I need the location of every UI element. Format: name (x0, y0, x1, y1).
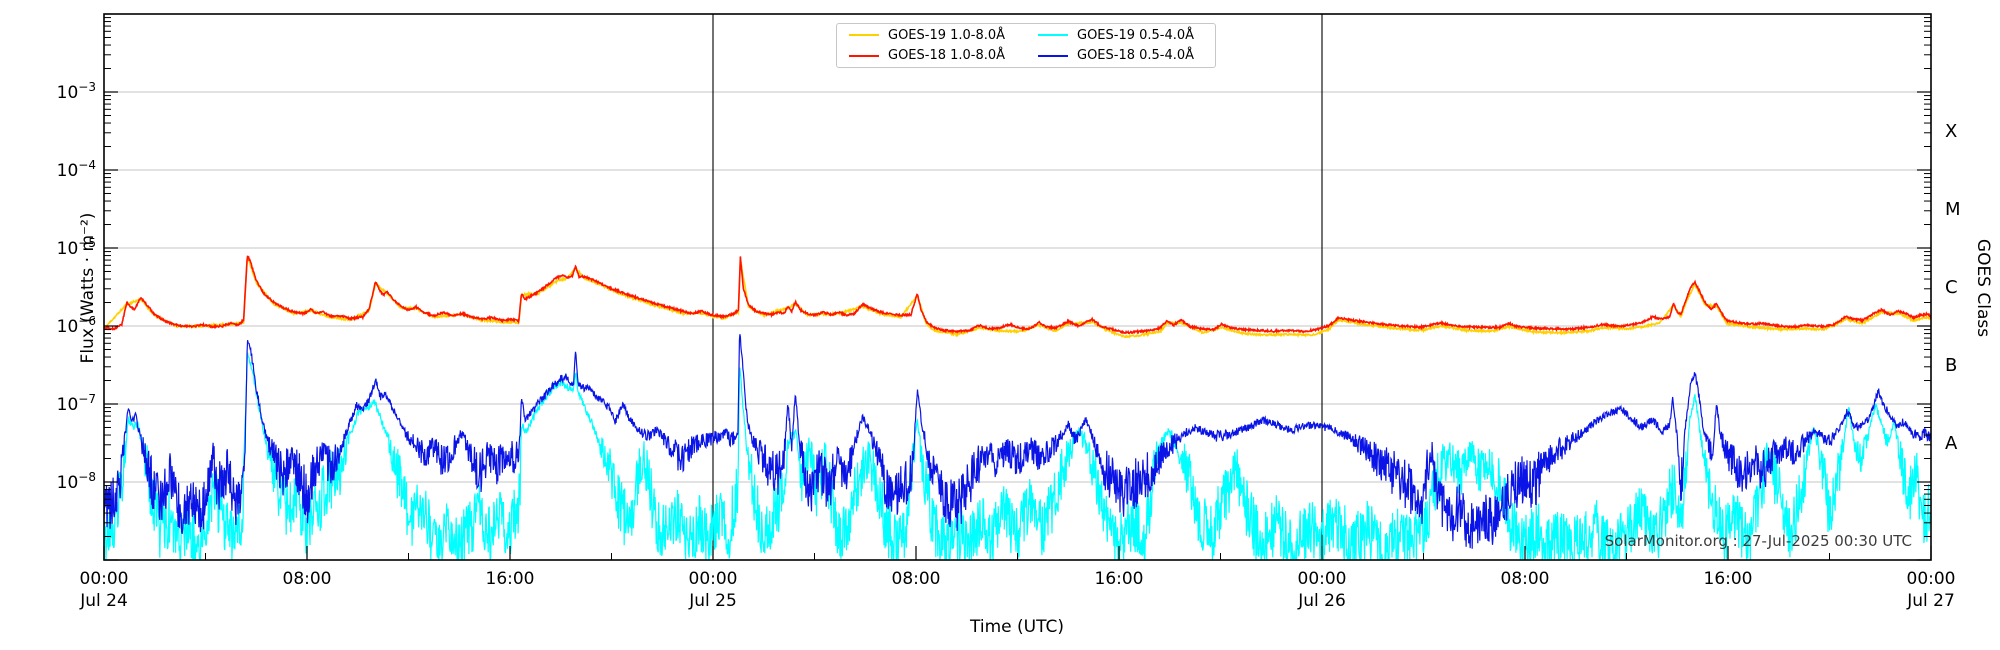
legend-label-goes19-short: GOES-19 0.5-4.0Å (1077, 27, 1195, 43)
x-tick-date-label: Jul 27 (1906, 591, 1955, 611)
x-tick-time-label: 00:00 (80, 569, 129, 589)
x-tick-date-label: Jul 24 (79, 591, 128, 611)
legend-item-goes18-short: GOES-18 0.5-4.0Å (1026, 48, 1215, 63)
x-tick-time-label: 16:00 (486, 569, 535, 589)
series-line-goes-19-0-5-4-0- (104, 352, 1931, 560)
legend-label-goes18-long: GOES-18 1.0-8.0Å (888, 48, 1006, 64)
series-line-goes-19-1-0-8-0- (104, 255, 1931, 339)
y-tick-label-1e-6: 10−6 (57, 314, 96, 337)
legend-item-goes19-short: GOES-19 0.5-4.0Å (1026, 28, 1215, 43)
x-tick-time-label: 08:00 (1501, 569, 1550, 589)
goes-class-label-m: M (1945, 199, 1961, 220)
x-tick-time-label: 00:00 (1907, 569, 1956, 589)
x-tick-time-label: 08:00 (892, 569, 941, 589)
y-tick-label-1e-7: 10−7 (57, 392, 96, 415)
legend-box: GOES-19 1.0-8.0Å GOES-18 1.0-8.0Å GOES-1… (836, 23, 1216, 68)
series-line-goes-18-1-0-8-0- (104, 255, 1931, 335)
x-tick-time-label: 00:00 (1298, 569, 1347, 589)
legend-label-goes18-short: GOES-18 0.5-4.0Å (1077, 48, 1195, 64)
goes-class-label-x: X (1945, 121, 1957, 142)
x-axis-title: Time (UTC) (970, 617, 1064, 637)
y-axis-title: Flux (Watts · m⁻²) (78, 212, 98, 364)
x-tick-time-label: 16:00 (1095, 569, 1144, 589)
series-group (104, 255, 1931, 560)
y-tick-label-1e-8: 10−8 (57, 470, 96, 493)
x-tick-date-label: Jul 26 (1297, 591, 1346, 611)
legend-swatch-goes19-long (849, 34, 879, 37)
legend-label-goes19-long: GOES-19 1.0-8.0Å (888, 27, 1006, 43)
watermark-text: SolarMonitor.org : 27-Jul-2025 00:30 UTC (1604, 532, 1912, 550)
y-tick-label-1e-4: 10−4 (57, 158, 96, 181)
x-tick-time-label: 16:00 (1704, 569, 1753, 589)
y-tick-label-1e-5: 10−5 (57, 236, 96, 259)
legend-item-goes18-long: GOES-18 1.0-8.0Å (837, 48, 1026, 63)
legend-item-goes19-long: GOES-19 1.0-8.0Å (837, 28, 1026, 43)
goes-class-label-c: C (1945, 277, 1958, 298)
legend-swatch-goes19-short (1038, 34, 1068, 37)
series-line-goes-18-0-5-4-0- (104, 334, 1931, 549)
x-tick-time-label: 00:00 (689, 569, 738, 589)
y-tick-label-1e-3: 10−3 (57, 80, 96, 103)
legend-swatch-goes18-short (1038, 54, 1068, 57)
goes-class-label-a: A (1945, 433, 1958, 454)
goes-class-label-b: B (1945, 355, 1957, 376)
x-tick-date-label: Jul 25 (688, 591, 737, 611)
x-tick-time-label: 08:00 (283, 569, 332, 589)
legend-swatch-goes18-long (849, 54, 879, 57)
right-axis-title: GOES Class (1973, 238, 1993, 338)
